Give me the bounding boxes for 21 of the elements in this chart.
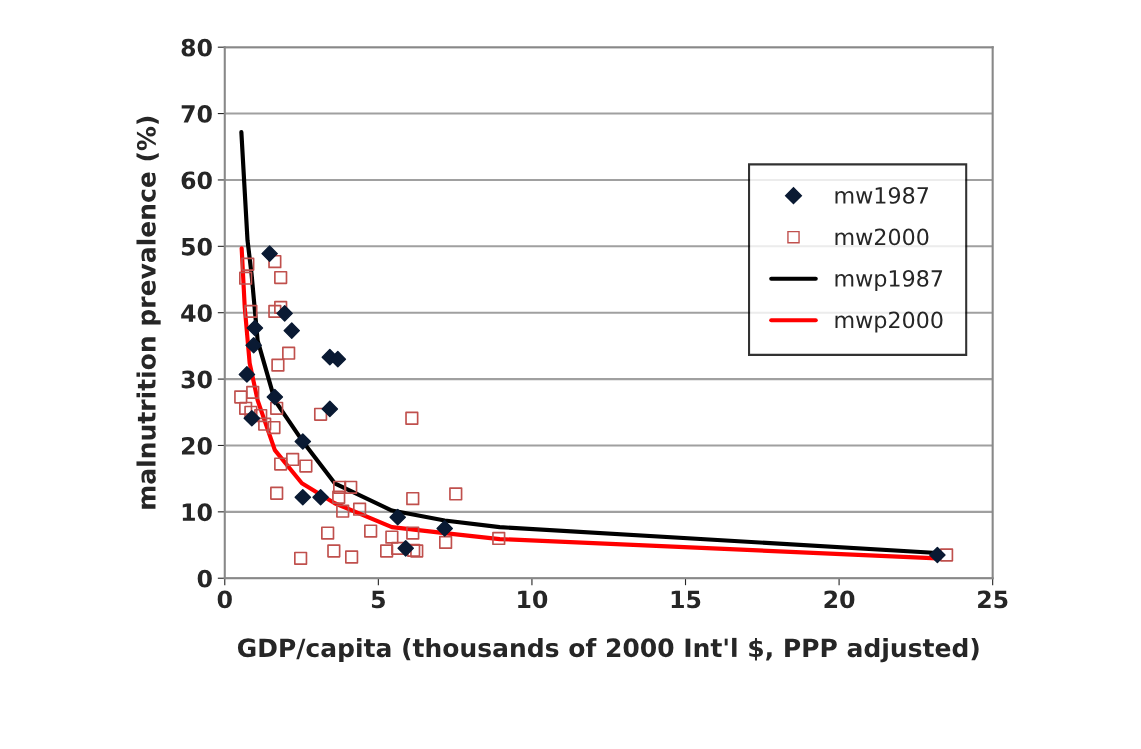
x-axis-title: GDP/capita (thousands of 2000 Int'l $, PPP adjusted) [237,637,979,663]
x-tick-label: 15 [671,590,701,609]
x-tick-label: 10 [518,590,548,609]
x-tick-label: 25 [978,590,1008,609]
x-tick-label: 0 [217,590,232,609]
y-tick-label: 20 [181,436,212,455]
y-tick-label: 10 [182,503,212,522]
y-tick-label: 70 [181,105,212,123]
legend-label: mw1987 [835,186,928,204]
y-tick-label: 30 [181,370,212,389]
legend-label: mwp2000 [835,311,943,333]
legend-label: mw2000 [835,228,929,246]
y-tick-label: 50 [181,237,212,256]
legend-label: mwp1987 [835,270,943,292]
y-tick-label: 40 [181,304,212,323]
y-tick-label: 80 [181,38,212,57]
y-axis-title: malnutrition prevalence (%) [136,116,161,509]
x-tick-label: 20 [824,590,855,609]
y-tick-label: 0 [197,569,212,588]
y-tick-label: 60 [181,171,212,190]
x-tick-label: 5 [371,590,385,609]
